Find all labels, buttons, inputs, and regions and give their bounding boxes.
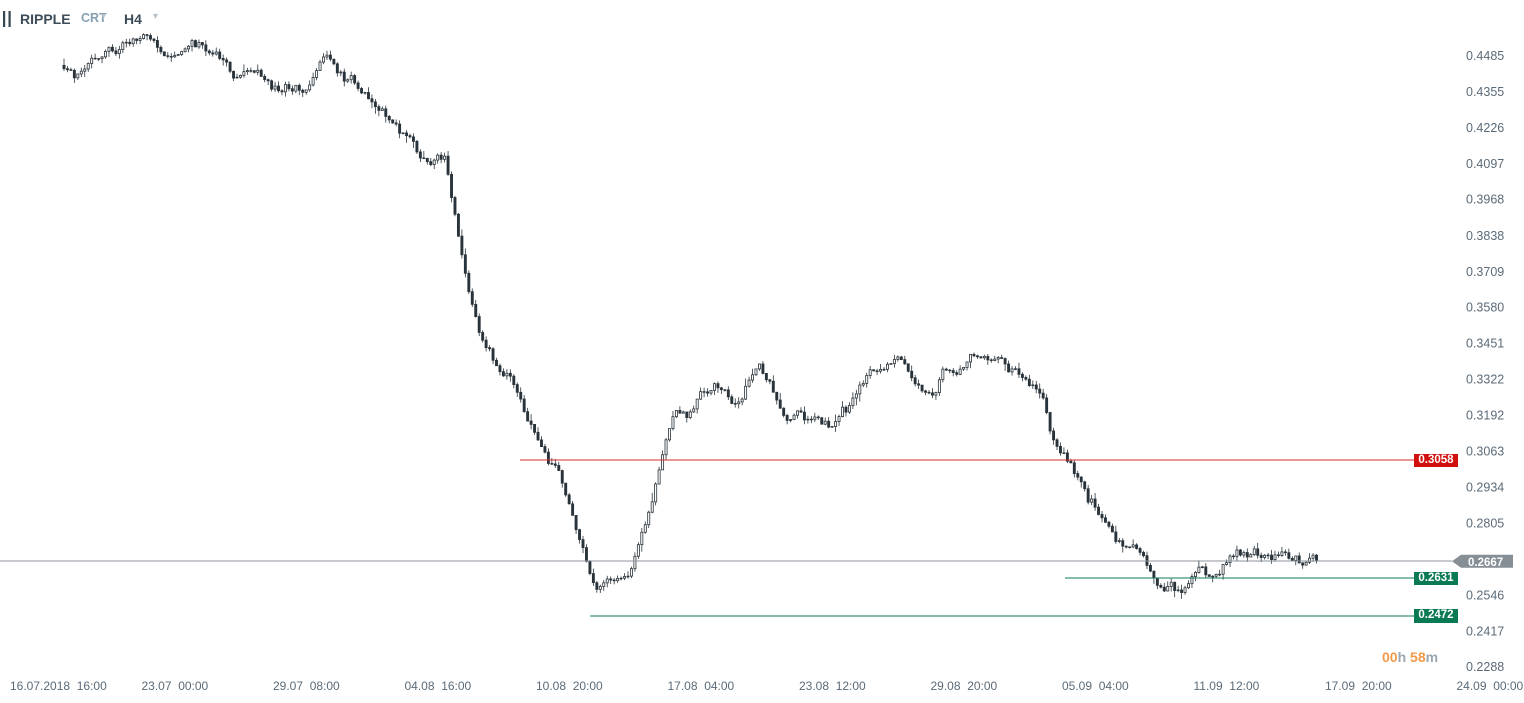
svg-text:0.3322: 0.3322 [1466,372,1504,386]
svg-text:0.4355: 0.4355 [1466,85,1504,99]
svg-text:0.3580: 0.3580 [1466,301,1504,315]
svg-text:04.08 16:00: 04.08 16:00 [405,679,472,693]
svg-text:0.3968: 0.3968 [1466,193,1504,207]
svg-text:0.3063: 0.3063 [1466,445,1504,459]
svg-text:17.08 04:00: 17.08 04:00 [668,679,735,693]
svg-text:17.09 20:00: 17.09 20:00 [1325,679,1392,693]
svg-text:0.2546: 0.2546 [1466,588,1504,602]
svg-text:0.4226: 0.4226 [1466,121,1504,135]
svg-text:0.2934: 0.2934 [1466,480,1504,494]
svg-text:0.2805: 0.2805 [1466,516,1504,530]
svg-text:0.4097: 0.4097 [1466,157,1504,171]
svg-text:05.09 04:00: 05.09 04:00 [1062,679,1129,693]
svg-text:0.3192: 0.3192 [1466,409,1504,423]
svg-text:0.2417: 0.2417 [1466,624,1504,638]
svg-text:10.08 20:00: 10.08 20:00 [536,679,603,693]
svg-text:0.4485: 0.4485 [1466,49,1504,63]
svg-text:0.3451: 0.3451 [1466,337,1504,351]
svg-text:23.07 00:00: 23.07 00:00 [142,679,209,693]
svg-text:23.08 12:00: 23.08 12:00 [799,679,866,693]
svg-text:29.07 08:00: 29.07 08:00 [273,679,340,693]
svg-text:0.3709: 0.3709 [1466,265,1504,279]
svg-text:0.2288: 0.2288 [1466,660,1504,674]
svg-text:11.09 12:00: 11.09 12:00 [1194,679,1260,693]
svg-text:16.07.2018 16:00: 16.07.2018 16:00 [10,679,107,693]
svg-text:24.09 00:00: 24.09 00:00 [1457,679,1524,693]
svg-text:0.3838: 0.3838 [1466,229,1504,243]
svg-text:29.08 20:00: 29.08 20:00 [931,679,998,693]
